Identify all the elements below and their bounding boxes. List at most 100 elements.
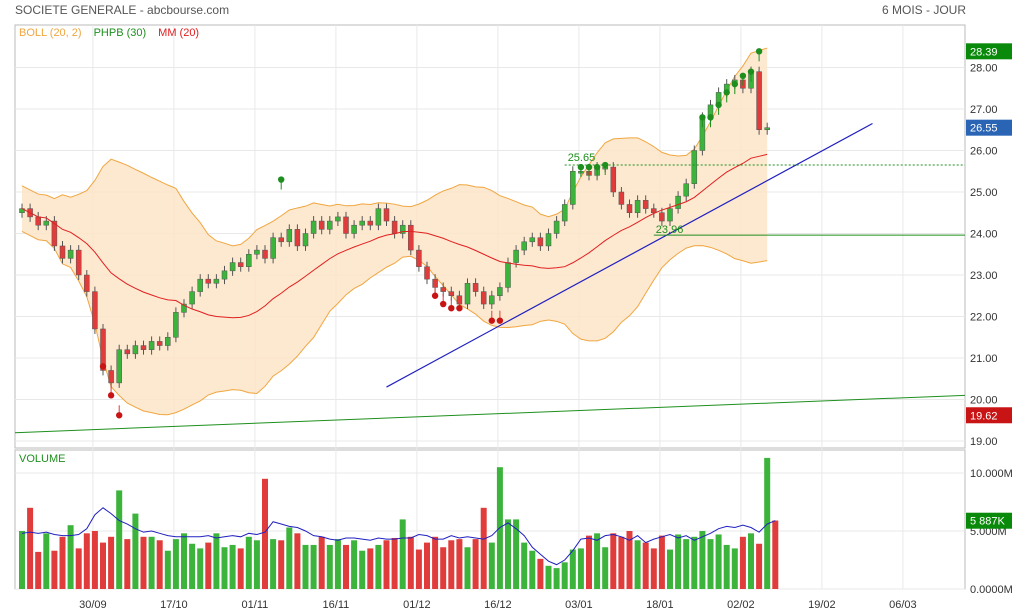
low-badge-text: 19.62 (970, 410, 998, 422)
volume-bar (367, 548, 374, 589)
long-term-trend-line (14, 394, 966, 434)
bollinger-upper (21, 47, 768, 247)
candle-body (448, 291, 455, 297)
volume-bar (140, 536, 147, 589)
volume-bar (545, 565, 552, 589)
candle-body (156, 341, 163, 346)
volume-bar (237, 548, 244, 589)
candle-body (327, 220, 333, 230)
volume-bar (124, 539, 131, 589)
uptrend-line (386, 122, 873, 388)
candle-body (181, 303, 187, 313)
volume-bar (529, 550, 536, 589)
candle-body (391, 220, 398, 234)
volume-bar (27, 507, 34, 589)
candle-body (173, 312, 179, 338)
low-marker (440, 300, 447, 308)
candle-body (51, 220, 58, 247)
volume-bar (83, 533, 90, 589)
high-marker (731, 80, 738, 88)
volume-bar (513, 519, 520, 589)
date-tick-label: 19/02 (808, 599, 836, 611)
candle-body (262, 249, 268, 259)
volume-bar (480, 507, 487, 589)
chart-title: SOCIETE GENERALE - abcbourse.com (15, 3, 230, 17)
candle-body (278, 237, 284, 243)
candle-body (651, 208, 657, 214)
date-tick-label: 16/11 (323, 599, 350, 611)
price-tick-label: 19.00 (970, 436, 998, 448)
last-volume-badge-text: 5 887K (970, 516, 1006, 528)
volume-bar (626, 531, 633, 589)
candle-body (424, 266, 430, 280)
volume-bar (213, 533, 220, 589)
last-volume-badge (966, 512, 1012, 529)
volume-bar (569, 549, 576, 589)
volume-bar (351, 540, 358, 589)
volume-bar (699, 531, 706, 589)
candle-body (683, 183, 689, 197)
date-tick-label: 06/03 (889, 599, 917, 611)
candle-body (561, 204, 568, 222)
volume-bar (650, 548, 657, 589)
candle-body (675, 195, 681, 209)
volume-bar (505, 519, 511, 589)
high-marker (707, 114, 714, 121)
period-label: 6 MOIS - JOUR (881, 3, 966, 17)
volume-bar (262, 478, 268, 589)
volume-bar (302, 544, 309, 589)
candle-body (189, 291, 195, 305)
high-marker (577, 163, 585, 171)
volume-bar (472, 539, 479, 589)
volume-bar (318, 536, 325, 589)
volume-bar (602, 547, 609, 589)
last-close-badge-text: 26.55 (970, 123, 998, 135)
candle-body (610, 166, 617, 193)
last-high-badge (966, 43, 1012, 60)
candle-body (367, 220, 374, 226)
moving-average-20 (21, 153, 768, 319)
volume-bar (772, 520, 779, 589)
candle-body (246, 254, 252, 267)
volume-bar (75, 548, 82, 589)
candle-body (570, 171, 576, 205)
volume-bar (731, 548, 738, 589)
volume-bar (172, 539, 179, 589)
date-tick-label: 17/10 (160, 599, 188, 611)
candle-body (537, 237, 544, 247)
volume-bar (683, 539, 690, 589)
volume-bar (707, 539, 714, 589)
candle-body (67, 249, 74, 259)
date-tick-label: 16/12 (484, 599, 512, 611)
date-tick-label: 30/09 (79, 599, 107, 611)
candle-body (310, 220, 317, 234)
volume-bar (432, 536, 439, 589)
volume-bar (553, 568, 560, 589)
candle-body (756, 71, 762, 130)
volume-bar (748, 533, 754, 589)
volume-bar (67, 525, 74, 589)
volume-bar (148, 536, 155, 589)
volume-label: VOLUME (19, 453, 65, 465)
volume-bar (383, 540, 390, 589)
candle-body (667, 208, 673, 222)
candle-body (351, 224, 357, 234)
candle-body (359, 220, 365, 226)
candle-body (440, 287, 446, 292)
candle-body (100, 328, 106, 371)
candle-body (84, 274, 90, 292)
candle-body (116, 349, 122, 384)
volume-bar (658, 535, 665, 589)
candle-body (416, 249, 422, 267)
candle-body (124, 349, 131, 355)
legend-item: PHPB (30) (94, 27, 147, 39)
date-tick-label: 02/02 (727, 599, 755, 611)
candle-body (642, 200, 649, 209)
high-marker (278, 176, 285, 183)
candle-body (659, 212, 665, 222)
last-close-badge (966, 119, 1012, 136)
volume-bar (715, 534, 722, 589)
candle-body (529, 237, 536, 243)
candle-body (375, 208, 382, 226)
candle-body (545, 233, 552, 247)
